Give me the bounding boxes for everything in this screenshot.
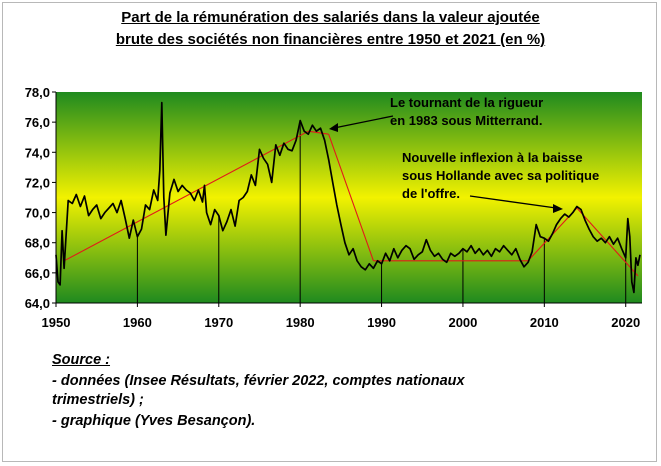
series-line [55, 101, 641, 294]
x-tick-label: 2000 [448, 315, 477, 330]
chart-title-line2: brute des sociétés non financières entre… [115, 31, 546, 48]
annotation-rigueur-line2: en 1983 sous Mitterrand. [390, 113, 542, 128]
annotation-hollande-arrowhead [553, 204, 563, 213]
x-tick-label: 1990 [367, 315, 396, 330]
source-line1: - données (Insee Résultats, février 2022… [52, 373, 465, 389]
x-tick-label: 1950 [42, 315, 71, 330]
y-tick-label: 64,0 [25, 296, 50, 311]
annotation-rigueur-arrowhead [329, 123, 338, 132]
annotation-hollande-arrow [469, 195, 557, 209]
trend-segment [328, 134, 374, 261]
trend-lines [63, 130, 639, 277]
axis-ticks: 64,0 66,0 68,0 70,0 72,0 74,0 76,0 78,0 1950 1960… [25, 85, 640, 330]
x-tick-label: 1970 [204, 315, 233, 330]
y-tick-label: 74,0 [25, 145, 50, 160]
annotation-rigueur-line1: Le tournant de la rigueur [390, 95, 543, 110]
x-tick-label: 2010 [530, 315, 559, 330]
annotation-hollande-line2: sous Hollande avec sa politique [402, 168, 599, 183]
x-tick-label: 1980 [286, 315, 315, 330]
x-tick-label: 1960 [123, 315, 152, 330]
trend-segment [63, 130, 309, 262]
trend-segment [576, 207, 639, 277]
y-tick-label: 70,0 [25, 206, 50, 221]
y-tick-label: 76,0 [25, 115, 50, 130]
source-line2: trimestriels) ; [52, 392, 144, 408]
annotation-hollande-line3: de l'offre. [402, 186, 460, 201]
x-tick-label: 2020 [611, 315, 640, 330]
frame-border [2, 2, 657, 462]
decade-markers [136, 120, 627, 303]
plot-area [56, 92, 642, 303]
chart-title-line1: Part de la rémunération des salariés dan… [121, 9, 540, 26]
y-tick-label: 68,0 [25, 236, 50, 251]
annotation-hollande-line1: Nouvelle inflexion à la baisse [402, 150, 583, 165]
y-tick-label: 78,0 [25, 85, 50, 100]
source-line3: - graphique (Yves Besançon). [52, 413, 256, 429]
annotation-rigueur-arrow [333, 115, 394, 129]
trend-segment [308, 130, 329, 135]
y-tick-label: 66,0 [25, 266, 50, 281]
y-tick-label: 72,0 [25, 175, 50, 190]
source-heading: Source : [52, 352, 111, 368]
